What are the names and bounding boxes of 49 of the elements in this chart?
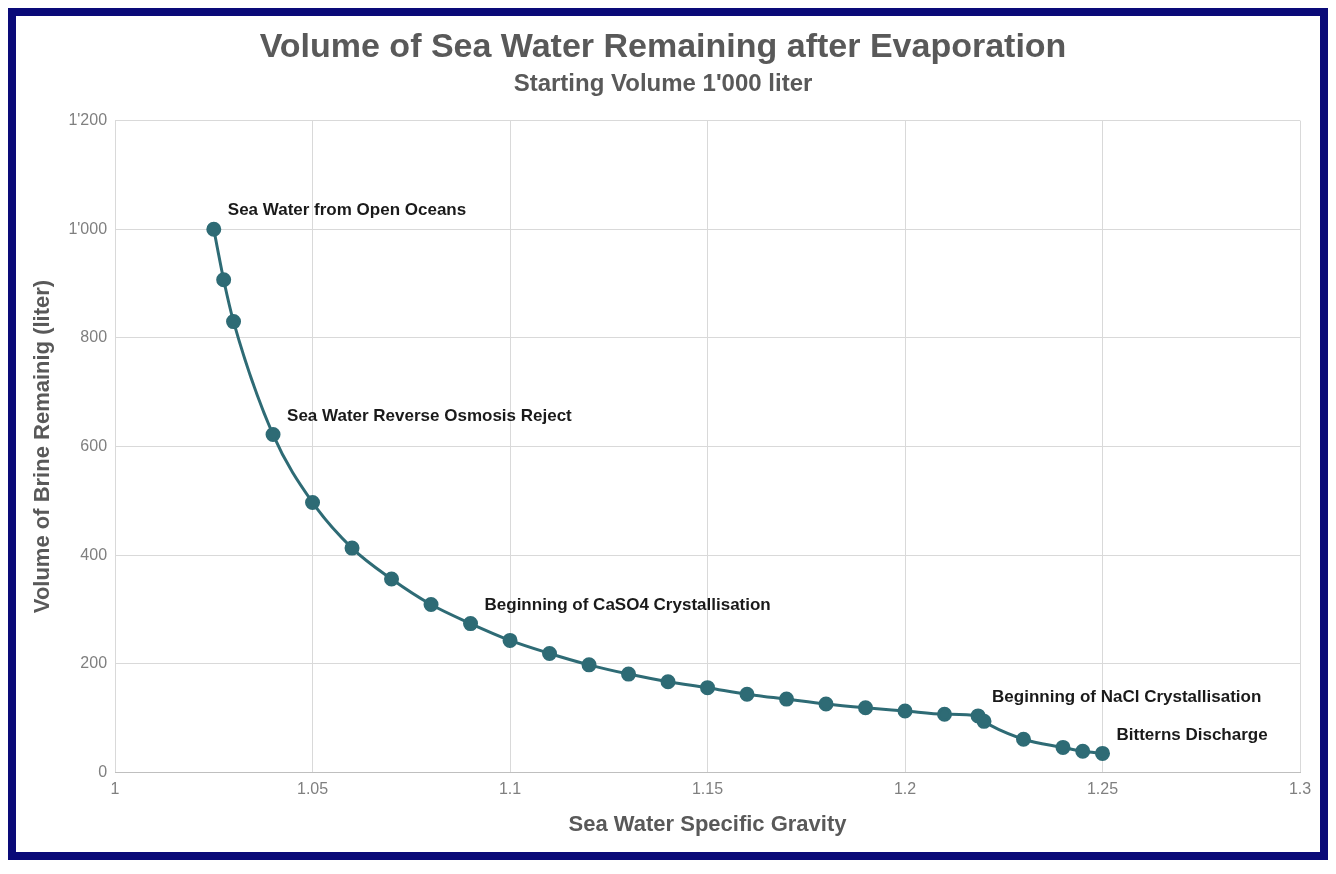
x-tick-label: 1.15	[691, 780, 724, 798]
point	[1016, 731, 1032, 747]
point	[305, 494, 321, 510]
y-axis-title: Volume of Brine Remainig (liter)	[29, 279, 55, 614]
point	[739, 686, 755, 702]
point	[700, 680, 716, 696]
point	[858, 700, 874, 716]
x-tick-label: 1	[110, 780, 120, 798]
point	[423, 597, 439, 613]
y-tick-label: 800	[80, 328, 108, 346]
point	[502, 632, 518, 648]
annotation: Sea Water Reverse Osmosis Reject	[287, 405, 573, 425]
point	[660, 674, 676, 690]
point	[897, 703, 913, 719]
point	[265, 427, 281, 443]
point	[818, 696, 834, 712]
y-tick-label: 200	[80, 654, 108, 672]
point	[581, 657, 597, 673]
point	[344, 540, 360, 556]
point	[937, 706, 953, 722]
point	[1075, 743, 1091, 759]
chart-subtitle: Starting Volume 1'000 liter	[513, 68, 813, 96]
x-tick-label: 1.05	[296, 780, 329, 798]
annotation: Sea Water from Open Oceans	[227, 200, 467, 220]
annotation: Bitterns Discharge	[1116, 724, 1268, 744]
x-tick-label: 1.2	[893, 780, 917, 798]
point	[216, 272, 232, 288]
point	[206, 221, 222, 237]
y-tick-label: 400	[80, 545, 108, 563]
chart-title: Volume of Sea Water Remaining after Evaporation	[259, 25, 1067, 64]
point	[976, 713, 992, 729]
point	[542, 645, 558, 661]
x-axis-title: Sea Water Specific Gravity	[568, 810, 848, 836]
x-tick-label: 1.1	[498, 780, 522, 798]
point	[463, 616, 479, 632]
point	[226, 314, 242, 330]
point	[779, 691, 795, 707]
annotation: Beginning of NaCl Crystallisation	[992, 687, 1262, 707]
x-tick-label: 1.3	[1288, 780, 1312, 798]
y-tick-label: 600	[80, 436, 108, 454]
annotation: Beginning of CaSO4 Crystallisation	[484, 594, 771, 614]
point	[1095, 745, 1111, 761]
x-tick-label: 1.25	[1086, 780, 1119, 798]
point	[1055, 739, 1071, 755]
y-tick-label: 0	[98, 762, 108, 780]
y-tick-label: 1'200	[68, 111, 108, 129]
point	[621, 666, 637, 682]
y-tick-label: 1'000	[68, 219, 108, 237]
point	[384, 571, 400, 587]
